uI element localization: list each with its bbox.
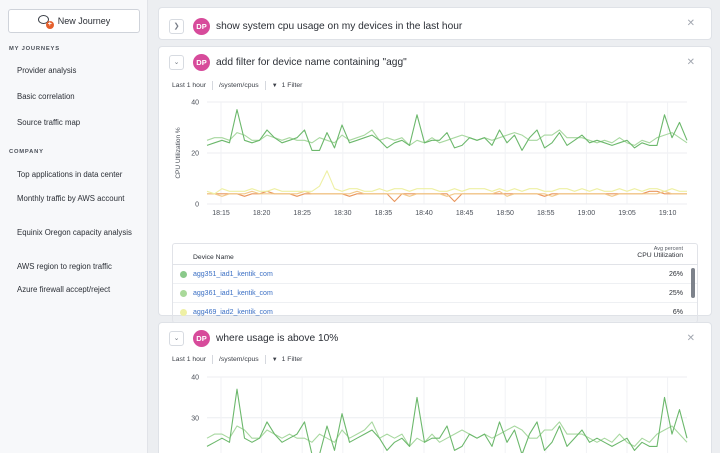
journey-step-card: ❯ DP show system cpu usage on my devices… [158, 7, 712, 40]
cpu-line-chart: 203040 [191, 375, 688, 453]
x-tick-label: 18:50 [496, 210, 514, 217]
prompt-text: add filter for device name containing "a… [216, 56, 407, 68]
col-avg-cpu[interactable]: Avg percent CPU Utilization [637, 246, 683, 259]
series-line [206, 109, 688, 151]
x-tick-label: 18:15 [212, 210, 230, 217]
filter-icon: ▼ [271, 82, 278, 89]
device-link[interactable]: agg469_iad2_kentik_com [193, 309, 273, 316]
y-axis-label: CPU Utilization % [175, 127, 182, 179]
series-color-dot [180, 290, 187, 297]
x-tick-label: 18:25 [293, 210, 311, 217]
series-line [206, 170, 687, 195]
x-tick-label: 18:55 [537, 210, 555, 217]
series-line [207, 190, 687, 197]
device-link[interactable]: agg361_iad1_kentik_com [193, 290, 273, 297]
y-tick-label: 40 [191, 100, 199, 107]
y-tick-label: 30 [191, 415, 199, 422]
x-tick-label: 19:00 [578, 210, 596, 217]
cpu-line-chart: 0 20 40 18:15 18:20 18:25 18:30 18:35 18:40 18:45… [175, 100, 688, 217]
sidebar-item-top-applications[interactable]: Top applications in data center [17, 170, 123, 179]
prompt-text: show system cpu usage on my devices in t… [216, 20, 463, 32]
cpu-chart: 0 20 40 18:15 18:20 18:25 18:30 18:35 18:40 18:45… [159, 95, 711, 228]
company-heading: COMPANY [9, 149, 44, 155]
cpu-value: 26% [668, 271, 683, 278]
close-icon[interactable]: ✕ [686, 333, 695, 344]
col-avg-top: Avg percent [653, 246, 683, 252]
sidebar-item-source-traffic-map[interactable]: Source traffic map [17, 118, 81, 127]
x-tick-label: 18:30 [334, 210, 352, 217]
sidebar-item-azure-firewall[interactable]: Azure firewall accept/reject [17, 285, 111, 294]
table-row[interactable]: agg361_iad1_kentik_com 25% [173, 284, 697, 303]
metric-path[interactable]: /system/cpus [219, 82, 259, 89]
chevron-right-icon[interactable]: ❯ [169, 18, 184, 34]
journey-step-card: ⌄ DP add filter for device name containi… [158, 46, 712, 323]
x-tick-label: 19:05 [618, 210, 636, 217]
cpu-chart: 203040 [159, 369, 711, 453]
cpu-value: 25% [668, 290, 683, 297]
x-tick-label: 18:20 [253, 210, 271, 217]
time-range[interactable]: Last 1 hour [172, 356, 207, 363]
x-tick-label: 18:35 [375, 210, 393, 217]
chat-plus-icon: + [37, 15, 54, 29]
table-row[interactable]: agg469_iad2_kentik_com 6% [173, 303, 697, 322]
query-bar: Last 1 hour /system/cpus ▼ 1 Filter [172, 355, 302, 364]
chevron-down-icon[interactable]: ⌄ [169, 54, 184, 70]
sidebar: + New Journey MY JOURNEYS Provider analy… [0, 0, 148, 453]
new-journey-button[interactable]: + New Journey [8, 9, 140, 33]
table-scrollbar[interactable] [691, 268, 695, 298]
x-tick-label: 19:10 [659, 210, 677, 217]
y-tick-label: 0 [195, 202, 199, 209]
device-table: Device Name Avg percent CPU Utilization … [172, 243, 698, 323]
chevron-down-icon[interactable]: ⌄ [169, 330, 184, 346]
avatar: DP [193, 17, 210, 35]
my-journeys-heading: MY JOURNEYS [9, 46, 60, 52]
series-line [206, 421, 688, 447]
table-header: Device Name Avg percent CPU Utilization [173, 244, 697, 265]
sidebar-item-aws-region[interactable]: AWS region to region traffic [17, 262, 112, 271]
x-tick-label: 18:40 [415, 210, 433, 217]
sidebar-item-monthly-traffic-aws[interactable]: Monthly traffic by AWS account [17, 194, 125, 203]
sidebar-item-basic-correlation[interactable]: Basic correlation [17, 92, 75, 101]
filter-count[interactable]: 1 Filter [281, 356, 303, 363]
device-link[interactable]: agg351_iad1_kentik_com [193, 271, 273, 278]
col-device-name[interactable]: Device Name [193, 254, 234, 261]
sidebar-item-provider-analysis[interactable]: Provider analysis [17, 66, 77, 75]
y-tick-label: 20 [191, 151, 199, 158]
time-range[interactable]: Last 1 hour [172, 82, 207, 89]
prompt-text: where usage is above 10% [216, 332, 339, 344]
close-icon[interactable]: ✕ [686, 18, 695, 29]
query-bar: Last 1 hour /system/cpus ▼ 1 Filter [172, 81, 302, 90]
metric-path[interactable]: /system/cpus [219, 356, 259, 363]
sidebar-item-equinix-oregon[interactable]: Equinix Oregon capacity analysis [17, 228, 132, 237]
series-line [206, 388, 688, 453]
series-color-dot [180, 271, 187, 278]
journey-step-card: ⌄ DP where usage is above 10% ✕ Last 1 h… [158, 322, 712, 453]
filter-icon: ▼ [271, 356, 278, 363]
close-icon[interactable]: ✕ [686, 57, 695, 68]
col-avg-bottom: CPU Utilization [637, 252, 683, 259]
x-tick-label: 18:45 [456, 210, 474, 217]
avatar: DP [193, 53, 210, 71]
series-color-dot [180, 309, 187, 316]
table-row[interactable]: agg351_iad1_kentik_com 26% [173, 265, 697, 284]
filter-count[interactable]: 1 Filter [281, 82, 303, 89]
new-journey-label: New Journey [57, 16, 111, 26]
y-tick-label: 40 [191, 375, 199, 382]
series-line [206, 129, 688, 146]
avatar: DP [193, 329, 210, 347]
cpu-value: 6% [672, 309, 683, 316]
